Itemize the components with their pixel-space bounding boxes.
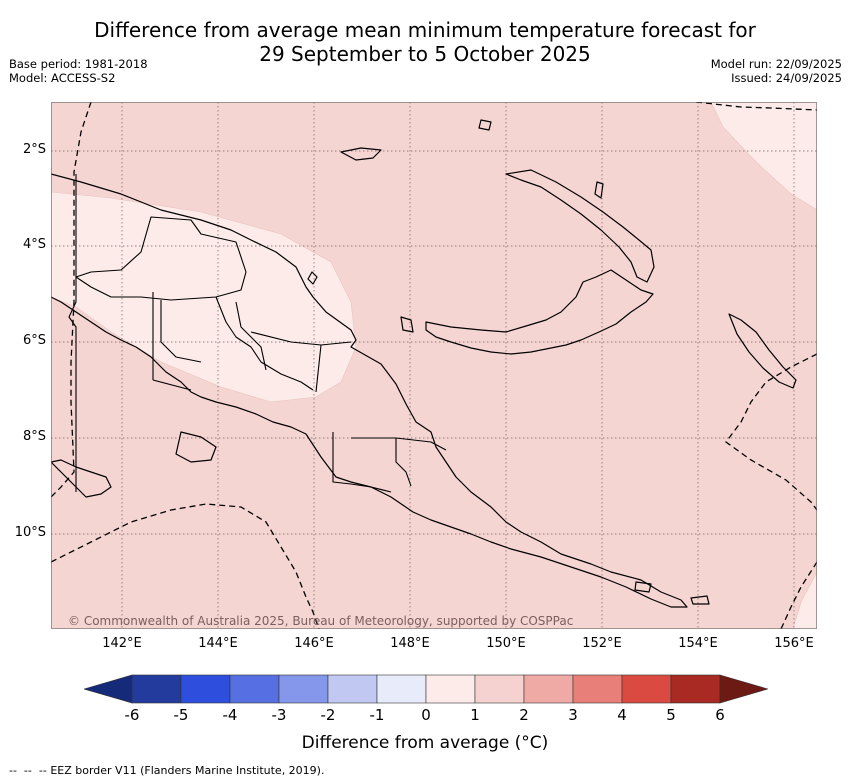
anomaly-light-region-northeast bbox=[710, 102, 817, 211]
lon-label: 150°E bbox=[486, 636, 526, 651]
lon-label: 144°E bbox=[198, 636, 238, 651]
lat-label: 10°S bbox=[14, 525, 46, 540]
colorbar-under-arrow bbox=[84, 674, 133, 704]
colorbar-segment bbox=[180, 674, 231, 704]
colorbar-tick-label: 4 bbox=[617, 706, 627, 724]
copyright-notice: © Commonwealth of Australia 2025, Bureau… bbox=[68, 614, 574, 628]
new-britain-coast bbox=[425, 269, 654, 355]
meta-right: Model run: 22/09/2025 Issued: 24/09/2025 bbox=[711, 57, 842, 85]
title-line-2: 29 September to 5 October 2025 bbox=[259, 42, 591, 66]
lon-label: 142°E bbox=[102, 636, 142, 651]
colorbar-tick-label: 2 bbox=[519, 706, 529, 724]
colorbar-tick-label: -2 bbox=[320, 706, 336, 724]
anomaly-light-region-west bbox=[51, 191, 357, 403]
colorbar-tick-label: 1 bbox=[470, 706, 480, 724]
lat-label: 4°S bbox=[22, 237, 46, 252]
lon-label: 146°E bbox=[294, 636, 334, 651]
coastlines bbox=[51, 119, 797, 608]
colorbar-segment bbox=[523, 674, 574, 704]
colorbar-axis-title: Difference from average (°C) bbox=[301, 733, 549, 753]
colorbar-tick-label: -5 bbox=[173, 706, 189, 724]
map-border bbox=[51, 102, 817, 629]
colorbar-tick-label: -4 bbox=[222, 706, 238, 724]
lat-label: 2°S bbox=[22, 142, 46, 157]
colorbar-tick-label: -3 bbox=[271, 706, 287, 724]
eez-legend: -- -- -- EEZ border V11 (Flanders Marine… bbox=[9, 764, 324, 777]
colorbar-tick-label: -6 bbox=[124, 706, 140, 724]
lon-label: 154°E bbox=[678, 636, 718, 651]
new-guinea-coast bbox=[51, 173, 688, 608]
base-period: Base period: 1981-2018 bbox=[9, 57, 148, 71]
colorbar-segment bbox=[621, 674, 672, 704]
model-name: Model: ACCESS-S2 bbox=[9, 71, 116, 85]
lon-label: 156°E bbox=[774, 636, 814, 651]
eez-dash-sample: -- -- -- bbox=[9, 764, 51, 777]
map-title: Difference from average mean minimum tem… bbox=[0, 18, 850, 66]
lat-label: 8°S bbox=[22, 429, 46, 444]
colorbar-segment bbox=[327, 674, 378, 704]
colorbar-tick-label: 5 bbox=[666, 706, 676, 724]
colorbar-segment bbox=[229, 674, 280, 704]
bougainville-coast bbox=[728, 313, 797, 389]
colorbar-tick-label: 3 bbox=[568, 706, 578, 724]
province-borders bbox=[68, 174, 447, 493]
colorbar-segment bbox=[670, 674, 721, 704]
colorbar-segment bbox=[572, 674, 623, 704]
colorbar bbox=[84, 674, 768, 704]
colorbar-tick-label: 6 bbox=[715, 706, 725, 724]
lon-label: 148°E bbox=[390, 636, 430, 651]
issued-date: Issued: 24/09/2025 bbox=[731, 71, 842, 85]
lat-label: 6°S bbox=[22, 333, 46, 348]
colorbar-tick-label: 0 bbox=[421, 706, 431, 724]
colorbar-segment bbox=[474, 674, 525, 704]
colorbar-segment bbox=[376, 674, 427, 704]
lon-label: 152°E bbox=[582, 636, 622, 651]
anomaly-light-region-southeast bbox=[792, 571, 817, 629]
model-run: Model run: 22/09/2025 bbox=[710, 57, 842, 71]
colorbar-segment bbox=[278, 674, 329, 704]
eez-legend-text: EEZ border V11 (Flanders Marine Institut… bbox=[50, 764, 325, 777]
new-ireland-coast bbox=[505, 169, 655, 283]
colorbar-over-arrow bbox=[719, 674, 768, 704]
anomaly-base-fill bbox=[51, 102, 817, 629]
colorbar-tick-label: -1 bbox=[369, 706, 385, 724]
meta-left: Base period: 1981-2018 Model: ACCESS-S2 bbox=[9, 57, 148, 85]
colorbar-segment bbox=[425, 674, 476, 704]
eez-borders bbox=[51, 102, 817, 629]
colorbar-segment bbox=[131, 674, 182, 704]
title-line-1: Difference from average mean minimum tem… bbox=[94, 18, 756, 42]
forecast-map bbox=[51, 102, 817, 629]
